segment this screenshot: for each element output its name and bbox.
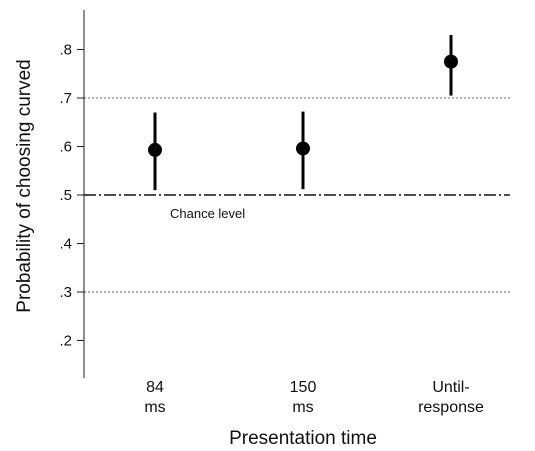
x-category-label-line1: 84 [146, 379, 164, 396]
y-ticks: .2 .3 .4 .5 .6 .7 .8 [59, 42, 84, 350]
data-points [148, 54, 458, 157]
y-tick-label: .3 [59, 284, 72, 301]
y-axis-title: Probability of choosing curved [14, 59, 35, 312]
x-category-label-line2: ms [292, 399, 313, 416]
chance-level-label: Chance level [170, 206, 245, 221]
data-point [296, 141, 310, 156]
x-category-label-line2: response [418, 399, 484, 416]
error-bars [153, 34, 453, 191]
x-axis-title: Presentation time [229, 428, 377, 449]
x-category-label-line2: ms [144, 399, 165, 416]
x-category-label-line1: 150 [290, 379, 317, 396]
x-category-label-line1: Until- [432, 379, 469, 396]
y-tick-label: .5 [59, 187, 72, 204]
data-point [444, 54, 458, 69]
data-point [148, 142, 162, 157]
x-category-labels: 84 ms 150 ms Until-response [144, 379, 484, 416]
y-tick-label: .6 [59, 139, 72, 156]
y-tick-label: .8 [59, 42, 72, 59]
y-tick-label: .7 [59, 90, 72, 107]
y-tick-label: .4 [59, 236, 72, 253]
y-tick-label: .2 [59, 333, 72, 350]
reference-lines [84, 97, 510, 293]
